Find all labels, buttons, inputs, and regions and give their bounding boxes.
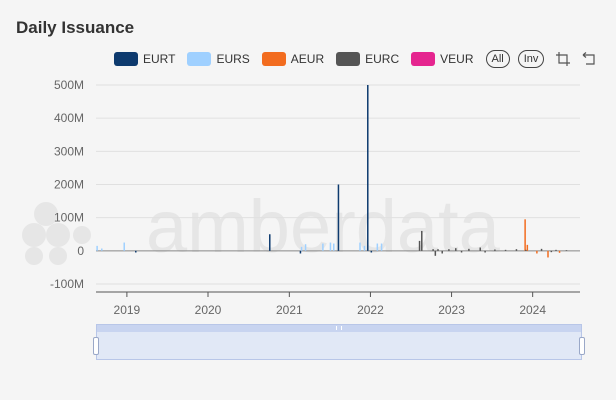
bar-eurs[interactable] [376, 243, 379, 251]
y-tick-label: 500M [54, 78, 84, 92]
bar-eurs[interactable] [333, 243, 335, 251]
y-tick-label: 100M [54, 211, 84, 225]
y-tick-label: 0 [77, 244, 84, 258]
amberdata-logo-icon [22, 202, 91, 265]
legend-item-aeur[interactable]: AEUR [261, 52, 325, 66]
bar-eurc[interactable] [504, 249, 507, 251]
x-tick-label: 2021 [276, 303, 303, 317]
invert-selection-button[interactable]: Inv [517, 50, 545, 68]
chart-area: amberdata -100M 0 100M 200M 300M 400M 500M 201… [22, 78, 580, 317]
legend-swatch [114, 52, 138, 66]
bar-eurs[interactable] [300, 246, 303, 251]
zoom-handle-right[interactable] [579, 337, 585, 355]
bar-eurc[interactable] [550, 250, 553, 253]
x-tick-label: 2020 [195, 303, 222, 317]
legend-label: VEUR [440, 52, 474, 66]
legend-item-eurs[interactable]: EURS [187, 52, 250, 66]
bar-eurc[interactable] [555, 249, 557, 251]
bar-eurc[interactable] [525, 249, 527, 251]
bar-eurs[interactable] [101, 248, 103, 251]
bar-aeur[interactable] [558, 250, 561, 253]
bar-eurs[interactable] [329, 242, 332, 251]
legend-swatch [187, 52, 212, 66]
watermark: amberdata [22, 185, 501, 268]
y-tick-label: -100M [50, 277, 84, 291]
legend-label: AEUR [290, 52, 325, 66]
bar-eurc[interactable] [421, 230, 423, 251]
legend-swatch [336, 52, 361, 66]
watermark-text: amberdata [146, 185, 501, 268]
bar-eurc[interactable] [432, 249, 434, 251]
legend: EURT EURS AEUR EURC VEUR All Inv [114, 50, 604, 68]
legend-item-eurt[interactable]: EURT [114, 52, 175, 66]
bar-eurs[interactable] [359, 242, 361, 251]
bar-eurc[interactable] [494, 249, 496, 251]
legend-swatch [411, 52, 436, 66]
bar-eurs[interactable] [96, 245, 98, 251]
chart-title: Daily Issuance [16, 18, 135, 37]
bar-eurt[interactable] [269, 234, 271, 251]
bar-eurt[interactable] [299, 250, 302, 254]
bar-eurc[interactable] [455, 248, 457, 251]
bar-eurs[interactable] [322, 243, 324, 251]
bar-aeur[interactable] [547, 250, 549, 258]
data-zoom-move-bar[interactable] [97, 325, 581, 332]
bar-eurc[interactable] [484, 250, 486, 253]
y-tick-label: 200M [54, 178, 84, 192]
bar-eurc[interactable] [468, 248, 470, 251]
bar-eurc[interactable] [565, 250, 568, 251]
bar-eurc[interactable] [515, 249, 518, 251]
bar-eurs[interactable] [380, 243, 383, 251]
grip-icon [336, 326, 342, 330]
bar-aeur[interactable] [524, 219, 526, 251]
bar-eurs[interactable] [123, 242, 125, 251]
bar-eurc[interactable] [418, 240, 421, 251]
y-tick-label: 400M [54, 111, 84, 125]
reset-arrow-icon[interactable] [582, 52, 596, 66]
data-zoom-slider[interactable] [93, 324, 585, 360]
bar-aeur[interactable] [536, 250, 538, 254]
bar-eurc[interactable] [437, 249, 439, 251]
bar-eurt[interactable] [367, 85, 369, 251]
y-tick-label: 300M [54, 144, 84, 158]
bar-eurs[interactable] [304, 244, 307, 251]
bar-eurc[interactable] [540, 248, 543, 251]
legend-label: EURC [365, 52, 400, 66]
x-tick-label: 2019 [114, 303, 141, 317]
bar-eurt[interactable] [337, 184, 340, 251]
crop-select-icon[interactable] [556, 52, 571, 66]
bar-aeur[interactable] [526, 244, 529, 251]
legend-label: EURS [216, 52, 250, 66]
bar-eurc[interactable] [448, 249, 450, 251]
bar-eurc[interactable] [441, 250, 443, 254]
bar-eurc[interactable] [460, 250, 463, 253]
legend-item-veur[interactable]: VEUR [411, 52, 474, 66]
x-tick-label: 2024 [519, 303, 546, 317]
bar-eurt[interactable] [135, 250, 137, 253]
legend-label: EURT [143, 52, 176, 66]
zoom-handle-left[interactable] [93, 337, 99, 355]
bar-eurs[interactable] [363, 245, 366, 251]
x-tick-label: 2023 [438, 303, 465, 317]
x-tick-label: 2022 [357, 303, 384, 317]
bar-eurc[interactable] [434, 250, 437, 256]
bar-eurt[interactable] [370, 250, 373, 253]
legend-swatch [261, 52, 286, 66]
legend-item-eurc[interactable]: EURC [336, 52, 399, 66]
select-all-button[interactable]: All [485, 50, 510, 68]
bar-eurc[interactable] [479, 247, 481, 251]
